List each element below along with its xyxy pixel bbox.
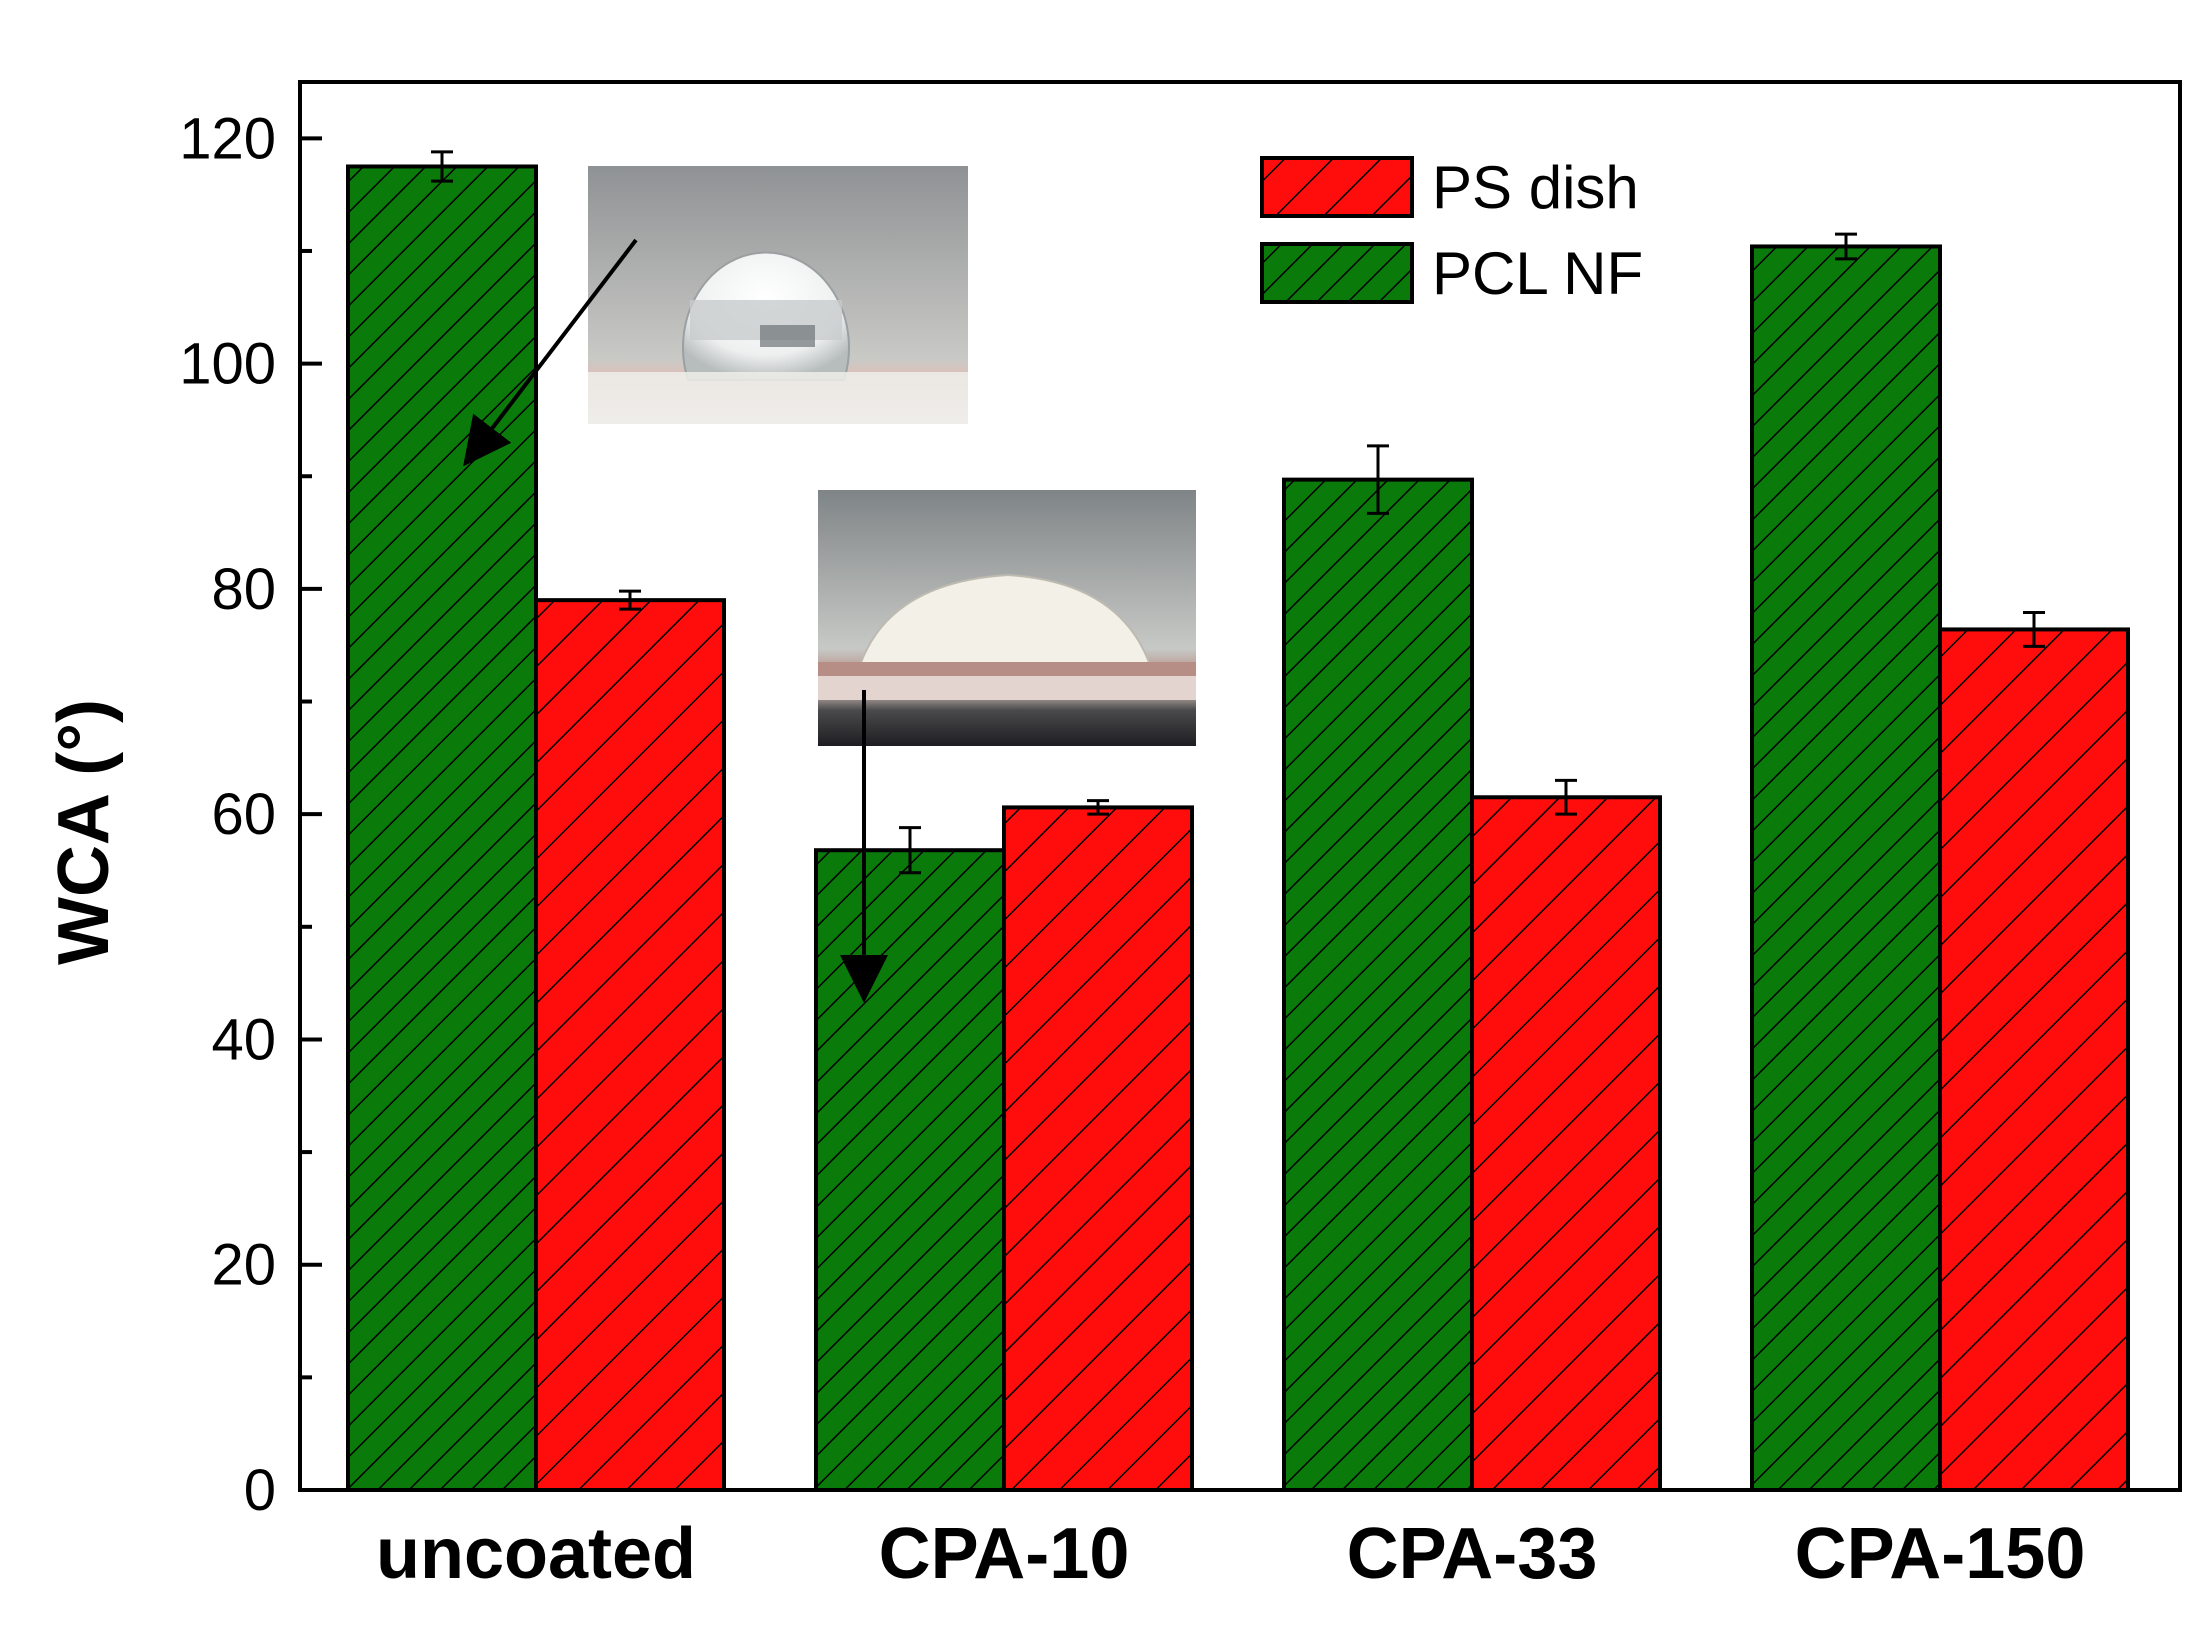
legend-swatch-pcl-nf bbox=[1260, 242, 1414, 304]
y-tick-label: 20 bbox=[211, 1233, 276, 1298]
water-droplet-photo-uncoated bbox=[588, 166, 968, 424]
error-bar bbox=[1555, 778, 1577, 816]
error-bar bbox=[899, 826, 921, 875]
bar-ps-dish-cpa-150 bbox=[1938, 627, 2130, 1492]
bar-pcl-nf-cpa-150 bbox=[1750, 244, 1942, 1493]
error-bar bbox=[1367, 444, 1389, 515]
arrow-photo-uncoated bbox=[463, 238, 638, 467]
water-droplet-photo-cpa-10 bbox=[818, 490, 1196, 746]
error-bar bbox=[1087, 799, 1109, 816]
legend-label-pcl-nf: PCL NF bbox=[1432, 240, 1643, 307]
x-category-label: CPA-150 bbox=[1795, 1514, 2086, 1594]
bar-pcl-nf-cpa-10 bbox=[814, 848, 1006, 1492]
y-tick-label: 60 bbox=[211, 782, 276, 847]
legend-swatch-ps-dish bbox=[1260, 156, 1414, 218]
y-tick-label: 0 bbox=[244, 1458, 276, 1523]
y-tick-label: 120 bbox=[179, 106, 276, 171]
x-category-label: uncoated bbox=[376, 1514, 696, 1594]
error-bar bbox=[2023, 611, 2045, 648]
y-tick-label: 40 bbox=[211, 1007, 276, 1072]
error-bar bbox=[619, 589, 641, 611]
y-axis: 0 20 40 60 80 100 120 bbox=[179, 106, 322, 1523]
x-category-label: CPA-10 bbox=[879, 1514, 1130, 1594]
x-axis-categories: uncoated CPA-10 CPA-33 CPA-150 bbox=[376, 1514, 2085, 1594]
error-bar bbox=[431, 150, 453, 183]
y-tick-label: 100 bbox=[179, 332, 276, 397]
legend: PS dish PCL NF bbox=[1260, 154, 1643, 307]
bar-ps-dish-cpa-33 bbox=[1470, 795, 1662, 1492]
y-tick-label: 80 bbox=[211, 557, 276, 622]
legend-label-ps-dish: PS dish bbox=[1432, 154, 1639, 221]
y-axis-title: WCA (°) bbox=[44, 699, 124, 965]
error-bar bbox=[1835, 232, 1857, 261]
x-category-label: CPA-33 bbox=[1347, 1514, 1598, 1594]
bar-pcl-nf-uncoated bbox=[346, 164, 538, 1493]
bar-ps-dish-uncoated bbox=[534, 598, 726, 1492]
bar-ps-dish-cpa-10 bbox=[1002, 805, 1194, 1492]
bars bbox=[346, 150, 2130, 1493]
bar-pcl-nf-cpa-33 bbox=[1282, 477, 1474, 1492]
plot-frame bbox=[298, 80, 2182, 1492]
